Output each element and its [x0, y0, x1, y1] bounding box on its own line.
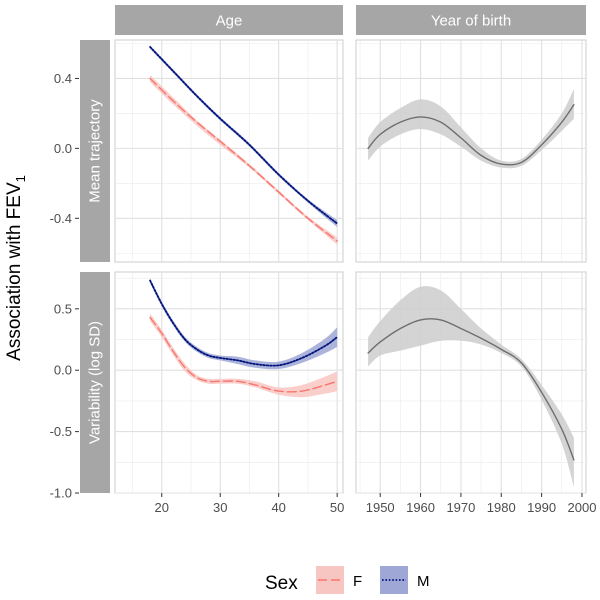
x-tick-label: 1950: [366, 500, 395, 515]
x-tick-label: 1970: [446, 500, 475, 515]
series-group: [149, 45, 339, 245]
y-axis-title-main: Association with FEV: [4, 182, 25, 361]
legend-item-M: M: [380, 566, 430, 594]
x-tick-label: 40: [271, 500, 285, 515]
x-tick-label: 30: [213, 500, 227, 515]
y-tick-label: 0.4: [54, 71, 72, 86]
series-line-overall: [367, 318, 575, 461]
facet-strip-column-label: Age: [216, 13, 243, 30]
x-tick-label: 1960: [406, 500, 435, 515]
panel-background: [355, 271, 587, 494]
x-tick-label: 50: [330, 500, 344, 515]
confidence-band-overall: [368, 286, 574, 487]
confidence-band-M: [150, 45, 338, 228]
legend-title: Sex: [265, 573, 298, 594]
y-tick-label: -0.5: [50, 424, 72, 439]
facet-strip-column-label: Year of birth: [431, 13, 511, 30]
panels-layer: [114, 39, 587, 494]
series-line-overall: [367, 103, 575, 166]
series-line-M: [149, 46, 339, 225]
x-tick-label: 1990: [527, 500, 556, 515]
facet-strip-row-label: Mean trajectory: [87, 99, 104, 203]
legend-label: F: [353, 573, 362, 590]
y-axis-title: Association with FEV1: [4, 175, 28, 361]
legend-label: M: [417, 573, 430, 590]
series-group: [367, 88, 575, 169]
y-tick-label: -0.4: [50, 211, 72, 226]
panel-year-mean: [355, 39, 587, 263]
legend-item-F: F: [316, 566, 362, 594]
panel-age-var: [114, 271, 344, 494]
series-group: [367, 286, 575, 487]
y-tick-label: -1.0: [50, 486, 72, 501]
confidence-band-F: [150, 313, 338, 398]
series-line-M: [149, 279, 339, 367]
series-line-F: [149, 77, 338, 242]
axes-layer: 0.4 0.0 -0.4 20 30 40 50 0.5 0.0 -0.5 -1.0 1950 1960…: [50, 71, 597, 515]
panel-age-mean: [114, 39, 344, 263]
y-tick-label: 0.0: [54, 363, 72, 378]
x-tick-label: 20: [155, 500, 169, 515]
x-tick-label: 2000: [568, 500, 597, 515]
facet-strip-row: Mean trajectory: [80, 40, 110, 262]
facet-strip-row-label: Variability (log SD): [87, 321, 104, 444]
panel-year-var: [355, 271, 587, 494]
facet-strip-row: Variability (log SD): [80, 272, 110, 493]
y-tick-label: 0.5: [54, 301, 72, 316]
facet-strip-column: Year of birth: [356, 5, 586, 35]
series-group: [149, 278, 339, 398]
y-axis-title-subscript: 1: [13, 175, 28, 182]
series-line-F: [149, 316, 338, 393]
facet-strip-column: Age: [115, 5, 343, 35]
strips-layer: Age Year of birth Mean trajectory Variabili…: [80, 5, 586, 493]
legend: Sex F M: [265, 566, 430, 594]
x-tick-label: 1980: [487, 500, 516, 515]
y-tick-label: 0.0: [54, 141, 72, 156]
confidence-band-overall: [368, 88, 574, 169]
